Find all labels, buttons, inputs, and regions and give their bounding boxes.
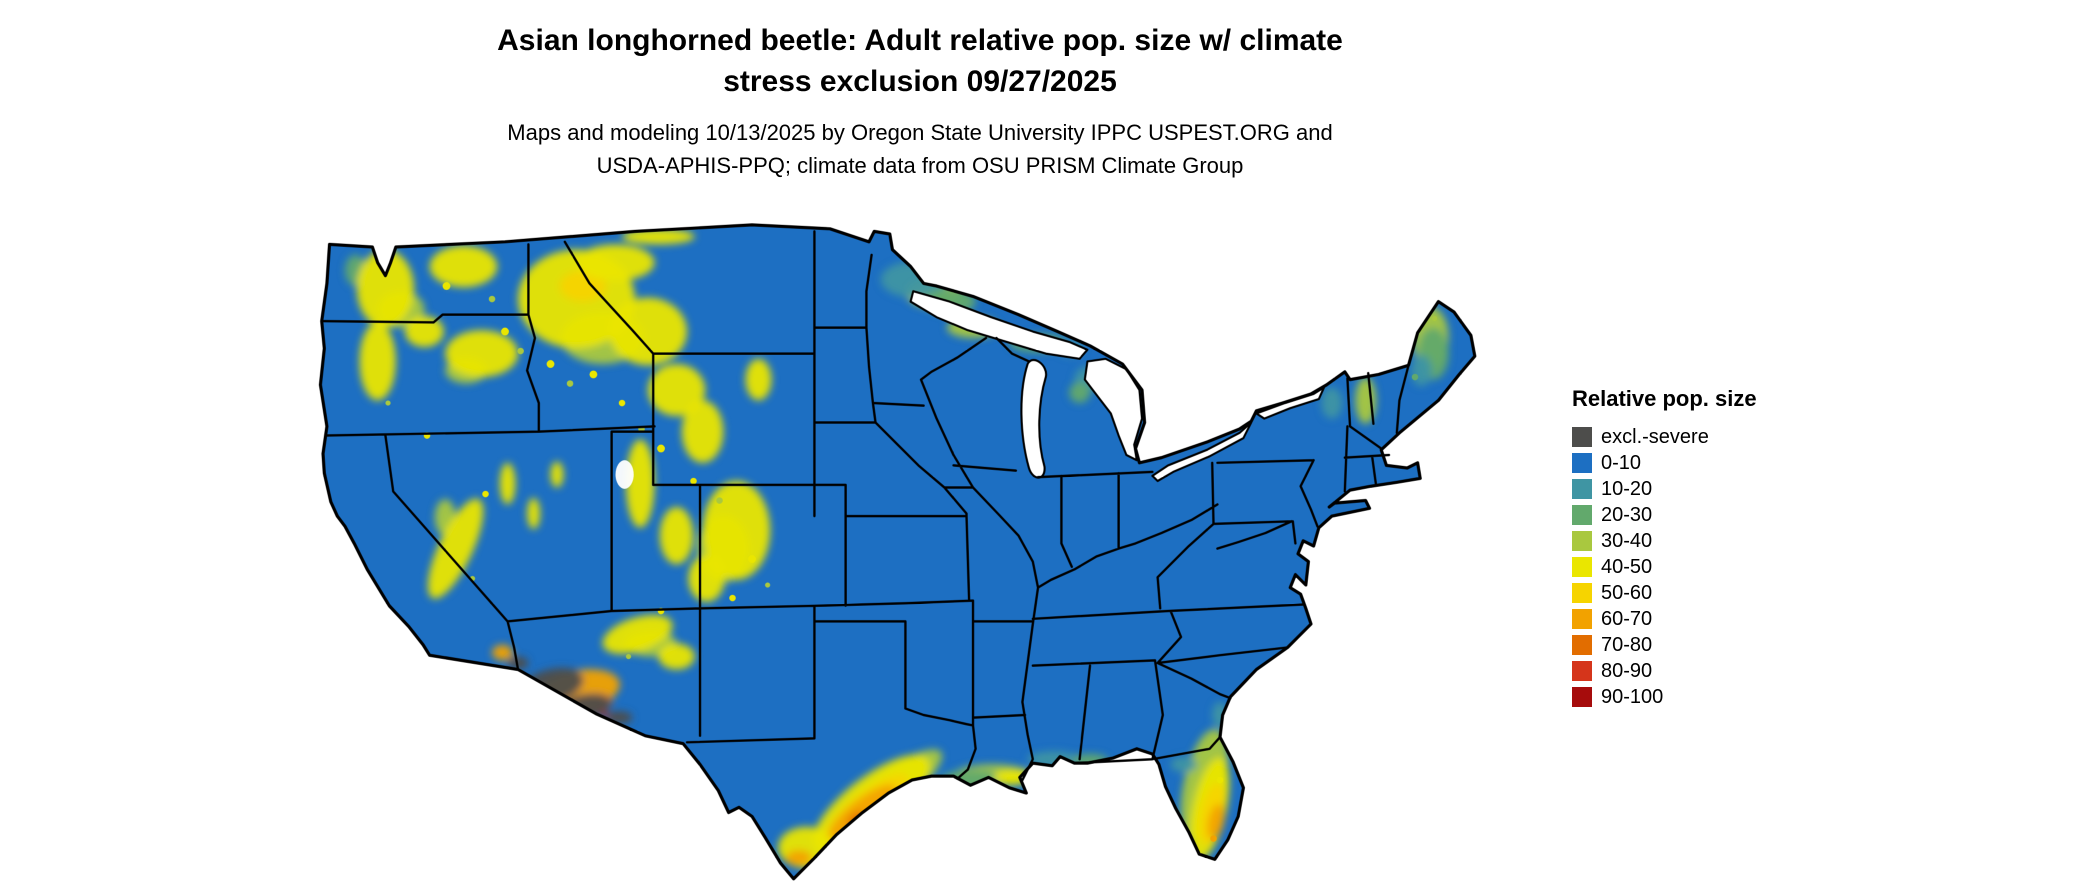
map-subtitle-line1: Maps and modeling 10/13/2025 by Oregon S…: [507, 120, 1333, 145]
legend-label: 50-60: [1601, 582, 1653, 604]
lake-michigan: [1020, 358, 1048, 479]
great-lakes: [615, 290, 1326, 489]
legend: Relative pop. size excl.-severe 0-10 10-…: [1572, 386, 1757, 710]
legend-label: excl.-severe: [1601, 426, 1709, 448]
legend-item: 10-20: [1572, 476, 1757, 502]
legend-label: 20-30: [1601, 504, 1653, 526]
legend-item: 80-90: [1572, 658, 1757, 684]
map-subtitle-line2: USDA-APHIS-PPQ; climate data from OSU PR…: [596, 153, 1244, 178]
legend-swatch: [1572, 557, 1592, 577]
legend-swatch: [1572, 687, 1592, 707]
legend-swatch: [1572, 661, 1592, 681]
legend-item: 70-80: [1572, 632, 1757, 658]
legend-item: 50-60: [1572, 580, 1757, 606]
map-title: Asian longhorned beetle: Adult relative …: [180, 20, 1660, 102]
legend-label: 80-90: [1601, 660, 1653, 682]
legend-item: 90-100: [1572, 684, 1757, 710]
legend-label: 70-80: [1601, 634, 1653, 656]
legend-swatch: [1572, 635, 1592, 655]
map-subtitle: Maps and modeling 10/13/2025 by Oregon S…: [180, 116, 1660, 182]
map-header: Asian longhorned beetle: Adult relative …: [180, 20, 1660, 182]
lake-superior: [909, 290, 1089, 360]
legend-swatch: [1572, 609, 1592, 629]
legend-swatch: [1572, 427, 1592, 447]
legend-label: 40-50: [1601, 556, 1653, 578]
legend-item: 60-70: [1572, 606, 1757, 632]
legend-label: 30-40: [1601, 530, 1653, 552]
lake-erie: [1151, 421, 1253, 483]
legend-item: 30-40: [1572, 528, 1757, 554]
legend-item: 0-10: [1572, 450, 1757, 476]
legend-item: 20-30: [1572, 502, 1757, 528]
legend-label: 0-10: [1601, 452, 1642, 474]
state-borders: [321, 230, 1410, 782]
legend-swatch: [1572, 583, 1592, 603]
great-salt-lake: [615, 460, 634, 489]
legend-swatch: [1572, 479, 1592, 499]
legend-item: excl.-severe: [1572, 424, 1757, 450]
legend-swatch: [1572, 531, 1592, 551]
legend-label: 60-70: [1601, 608, 1653, 630]
legend-swatch: [1572, 453, 1592, 473]
map-title-line2: stress exclusion 09/27/2025: [723, 65, 1117, 98]
us-map-svg: [318, 223, 1477, 881]
legend-label: 90-100: [1601, 686, 1664, 708]
legend-title: Relative pop. size: [1572, 386, 1757, 411]
legend-swatch: [1572, 505, 1592, 525]
us-map: [310, 208, 1493, 884]
map-title-line1: Asian longhorned beetle: Adult relative …: [497, 24, 1343, 57]
legend-label: 10-20: [1601, 478, 1653, 500]
legend-item: 40-50: [1572, 554, 1757, 580]
